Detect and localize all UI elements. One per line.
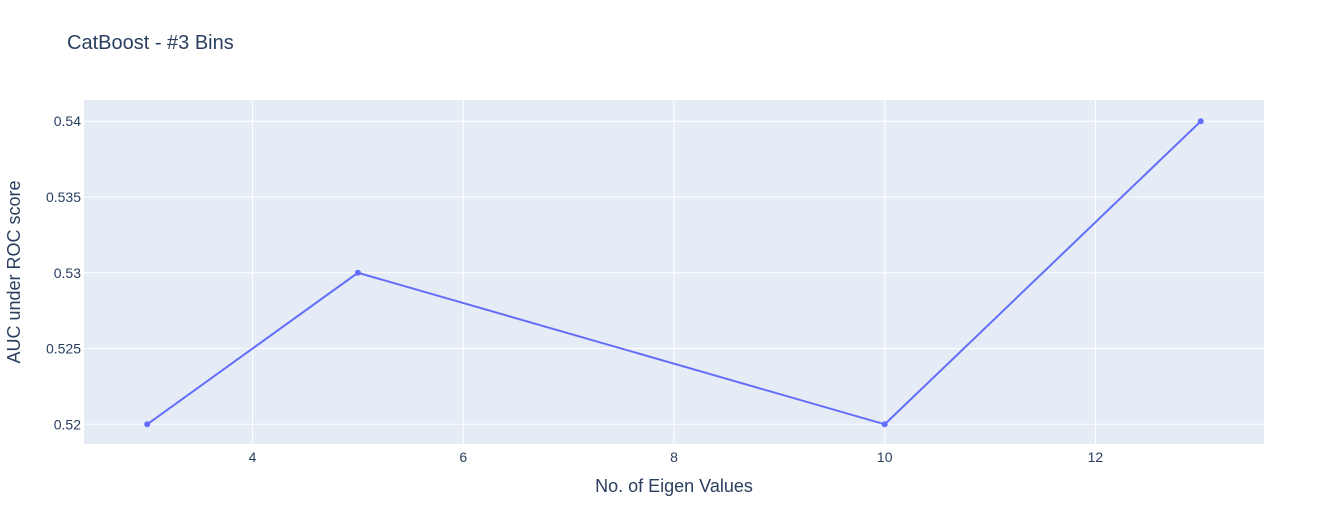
data-point[interactable] <box>144 421 151 428</box>
y-tick-labels: 0.52 0.525 0.53 0.535 0.54 <box>46 113 81 432</box>
x-tick-label: 8 <box>670 449 678 465</box>
x-tick-label: 12 <box>1088 449 1104 465</box>
y-tick-label: 0.535 <box>46 189 81 205</box>
y-tick-label: 0.54 <box>54 113 81 129</box>
data-point[interactable] <box>354 269 361 276</box>
x-tick-label: 6 <box>459 449 467 465</box>
data-point[interactable] <box>881 421 888 428</box>
series-layer <box>144 118 1204 428</box>
x-tick-label: 10 <box>877 449 893 465</box>
chart-title: CatBoost - #3 Bins <box>67 32 234 54</box>
y-tick-label: 0.525 <box>46 341 81 357</box>
y-axis-title: AUC under ROC score <box>4 180 24 363</box>
series-line <box>146 120 1202 426</box>
x-tick-label: 4 <box>249 449 257 465</box>
data-point[interactable] <box>1197 118 1204 125</box>
y-tick-label: 0.53 <box>54 265 81 281</box>
grid-lines <box>84 100 1264 444</box>
y-tick-label: 0.52 <box>54 416 81 432</box>
x-tick-labels: 4 6 8 10 12 <box>249 449 1104 465</box>
x-axis-title: No. of Eigen Values <box>595 476 753 496</box>
